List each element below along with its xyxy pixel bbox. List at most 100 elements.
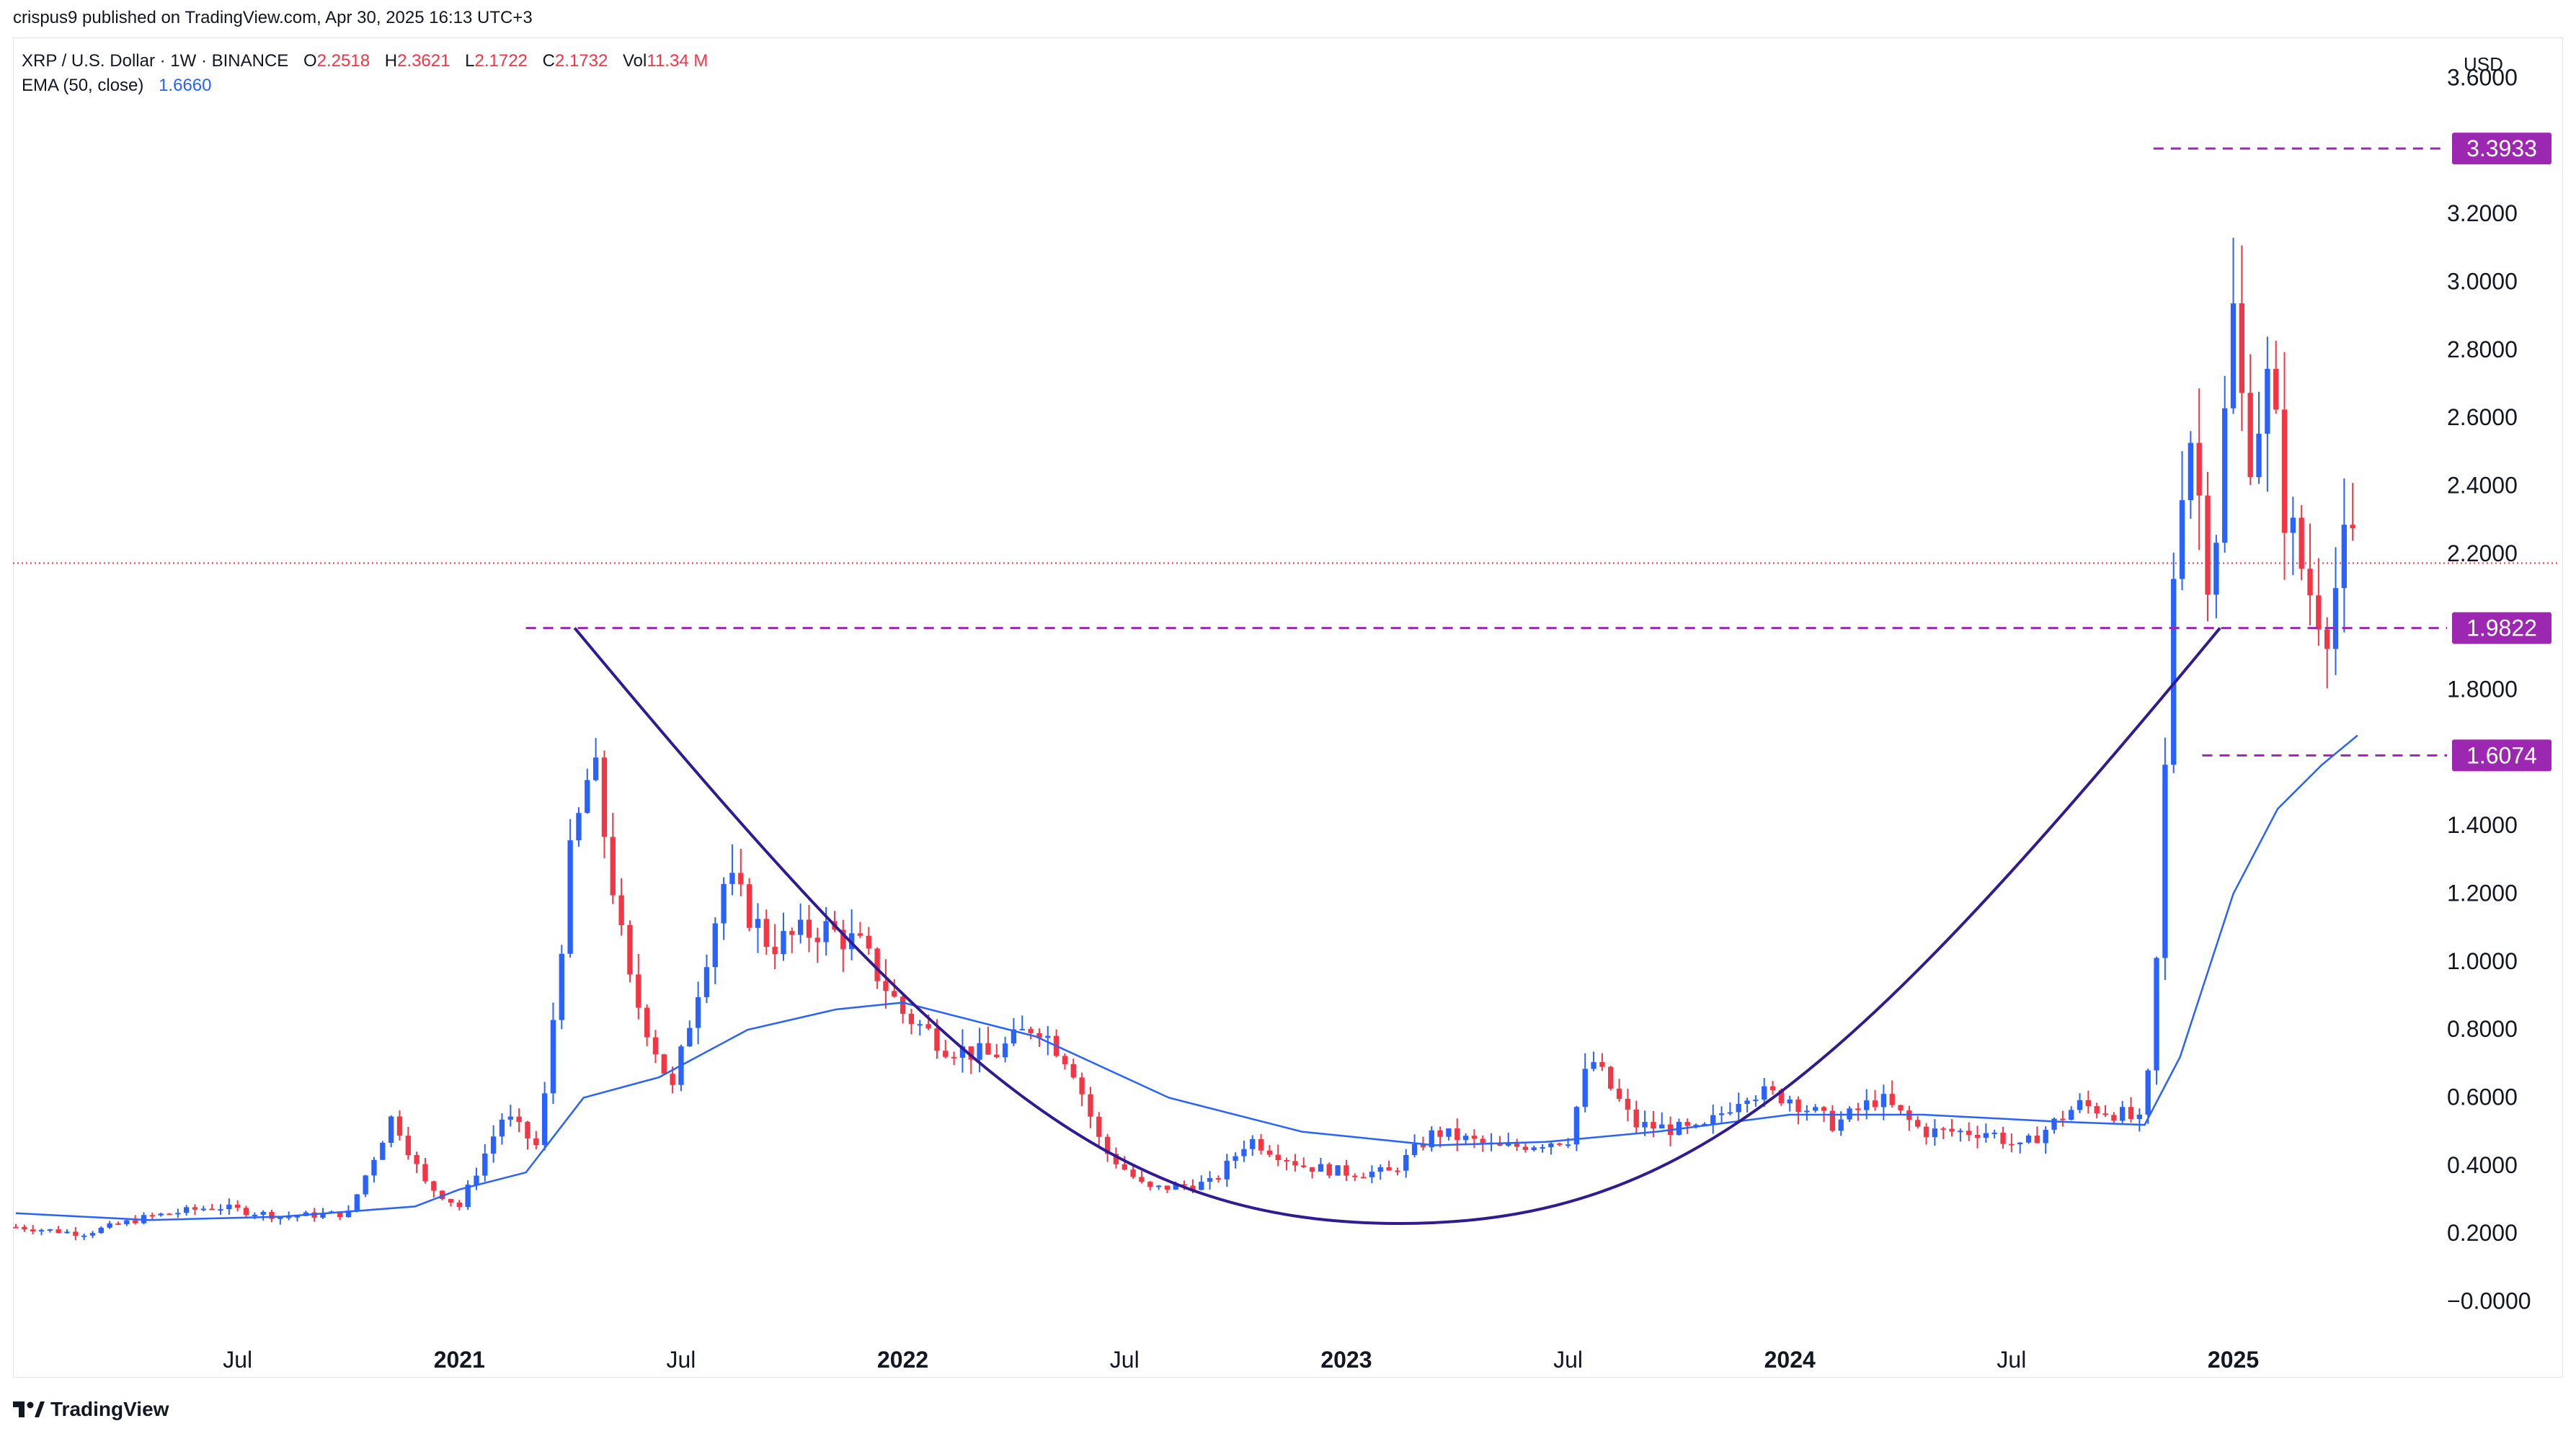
candle-body bbox=[1702, 1123, 1707, 1125]
candle-body bbox=[1787, 1100, 1793, 1104]
candle-body bbox=[516, 1116, 522, 1122]
candle-body bbox=[158, 1213, 164, 1216]
candle-body bbox=[1113, 1154, 1119, 1164]
candle-body bbox=[1173, 1184, 1178, 1190]
candle-body bbox=[2222, 408, 2228, 543]
candle-body bbox=[1710, 1115, 1716, 1124]
candle-body bbox=[1429, 1130, 1434, 1148]
candle-body bbox=[610, 837, 616, 896]
candle-body bbox=[175, 1213, 181, 1215]
y-tick-label: 2.8000 bbox=[2447, 336, 2518, 362]
candle-body bbox=[857, 933, 863, 936]
candle-body bbox=[1573, 1107, 1580, 1145]
candle-body bbox=[2230, 303, 2237, 409]
candle-body bbox=[1718, 1113, 1725, 1115]
candle-body bbox=[73, 1231, 79, 1236]
candle-body bbox=[1599, 1062, 1605, 1067]
y-tick-label: 1.8000 bbox=[2447, 677, 2518, 703]
open-value: 2.2518 bbox=[316, 51, 370, 71]
candle-body bbox=[1318, 1164, 1324, 1172]
candle-body bbox=[1514, 1144, 1520, 1147]
candle-body bbox=[1420, 1144, 1426, 1148]
candle-body bbox=[1616, 1088, 1622, 1100]
candle-body bbox=[652, 1037, 659, 1055]
ema-50-line bbox=[15, 734, 2358, 1221]
candle-body bbox=[1769, 1086, 1776, 1091]
candle-body bbox=[1889, 1094, 1895, 1105]
tradingview-logo[interactable]: TradingView bbox=[13, 1395, 169, 1424]
candle-body bbox=[124, 1220, 130, 1224]
candle-body bbox=[320, 1213, 326, 1218]
candle-body bbox=[1625, 1099, 1631, 1110]
candle-body bbox=[755, 919, 761, 928]
candle-body bbox=[81, 1235, 87, 1237]
candle-body bbox=[1130, 1169, 1136, 1177]
candle-body bbox=[2188, 442, 2194, 501]
candle-body bbox=[977, 1043, 982, 1060]
candle-body bbox=[900, 997, 906, 1014]
price-level-label: 3.3933 bbox=[2466, 135, 2537, 161]
y-tick-label: 3.0000 bbox=[2447, 269, 2518, 295]
candle-body bbox=[1582, 1069, 1588, 1107]
candle-body bbox=[132, 1220, 138, 1223]
candle-body bbox=[209, 1208, 215, 1211]
candle-body bbox=[2179, 500, 2185, 579]
candle-body bbox=[456, 1202, 462, 1208]
candle-body bbox=[1880, 1094, 1887, 1107]
candle-body bbox=[1019, 1029, 1025, 1031]
candle-body bbox=[277, 1216, 283, 1219]
candle-body bbox=[601, 757, 608, 837]
candle-body bbox=[1028, 1029, 1034, 1033]
candle-body bbox=[729, 873, 735, 884]
candle-body bbox=[2102, 1113, 2108, 1115]
candle-body bbox=[1199, 1182, 1204, 1190]
candle-body bbox=[1446, 1128, 1452, 1137]
candle-body bbox=[695, 997, 701, 1028]
candle-body bbox=[1864, 1100, 1870, 1110]
candle-body bbox=[1471, 1136, 1478, 1139]
cup-pattern-curve bbox=[573, 627, 2221, 1225]
candle-body bbox=[2145, 1070, 2151, 1115]
candle-body bbox=[422, 1164, 428, 1182]
candle-body bbox=[1386, 1167, 1392, 1171]
candle-body bbox=[115, 1223, 121, 1225]
candle-body bbox=[1164, 1185, 1171, 1190]
candle-body bbox=[337, 1211, 343, 1217]
candle-body bbox=[1002, 1043, 1008, 1058]
candle-body bbox=[345, 1211, 352, 1217]
candle-body bbox=[1548, 1143, 1554, 1148]
candle-body bbox=[2009, 1144, 2015, 1146]
brand-name: TradingView bbox=[50, 1398, 169, 1420]
symbol-label[interactable]: XRP / U.S. Dollar · 1W · BINANCE bbox=[22, 51, 289, 71]
candle-body bbox=[2196, 442, 2202, 496]
candle-body bbox=[1480, 1138, 1485, 1144]
candle-body bbox=[396, 1116, 403, 1136]
candle-body bbox=[559, 953, 564, 1020]
candle-body bbox=[1343, 1165, 1349, 1176]
y-tick-label: −0.0000 bbox=[2447, 1288, 2531, 1314]
candle-body bbox=[371, 1159, 377, 1176]
candle-body bbox=[47, 1229, 53, 1231]
candle-body bbox=[789, 931, 795, 935]
candle-body bbox=[712, 923, 718, 968]
chart-legend: XRP / U.S. Dollar · 1W · BINANCE O2.2518… bbox=[22, 49, 708, 98]
candle-body bbox=[380, 1143, 386, 1160]
candle-body bbox=[1122, 1164, 1127, 1170]
candle-body bbox=[1684, 1122, 1690, 1126]
candle-body bbox=[1522, 1146, 1529, 1150]
y-tick-label: 1.0000 bbox=[2447, 948, 2518, 974]
candle-body bbox=[2256, 433, 2262, 478]
candle-body bbox=[670, 1074, 675, 1085]
candle-body bbox=[2111, 1115, 2117, 1121]
candle-body bbox=[1147, 1182, 1153, 1187]
price-level-tag bbox=[2452, 612, 2551, 644]
candle-body bbox=[2239, 303, 2245, 393]
ema-label[interactable]: EMA (50, close) bbox=[22, 76, 144, 95]
x-tick-label: Jul bbox=[667, 1347, 696, 1373]
candle-body bbox=[1036, 1033, 1042, 1038]
candle-body bbox=[499, 1119, 505, 1137]
candle-body bbox=[2307, 569, 2313, 596]
candle-body bbox=[1693, 1124, 1699, 1126]
candle-body bbox=[1275, 1154, 1281, 1161]
